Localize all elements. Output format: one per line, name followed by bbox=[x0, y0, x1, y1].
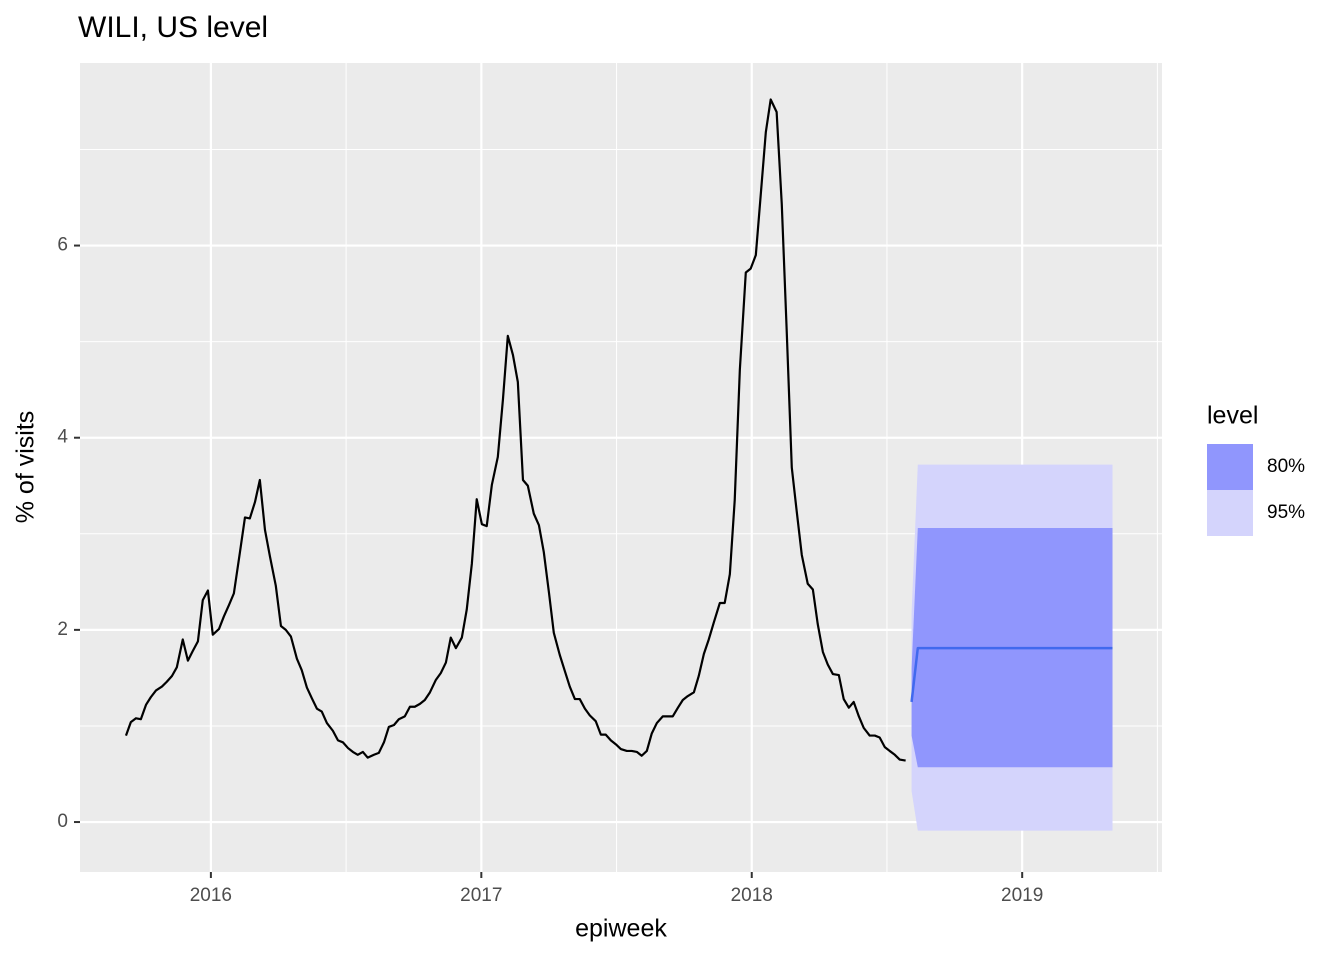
chart-title: WILI, US level bbox=[78, 11, 268, 44]
y-tick-label: 4 bbox=[57, 427, 68, 448]
y-tick-label: 6 bbox=[57, 235, 68, 256]
x-axis-label: epiweek bbox=[575, 915, 667, 943]
data-line bbox=[124, 98, 906, 762]
legend-label: 95% bbox=[1267, 502, 1305, 523]
legend-title: level bbox=[1207, 402, 1258, 430]
y-tick-label: 2 bbox=[57, 619, 68, 640]
y-axis-label: % of visits bbox=[12, 411, 40, 524]
x-tick-label: 2016 bbox=[190, 885, 232, 906]
x-tick-label: 2018 bbox=[731, 885, 773, 906]
x-tick-label: 2017 bbox=[460, 885, 502, 906]
y-tick-label: 0 bbox=[57, 811, 68, 832]
legend-label: 80% bbox=[1267, 456, 1305, 477]
x-tick-label: 2019 bbox=[1001, 885, 1043, 906]
legend-key bbox=[1207, 444, 1253, 490]
forecast-line bbox=[910, 646, 1113, 703]
legend-key bbox=[1207, 490, 1253, 536]
